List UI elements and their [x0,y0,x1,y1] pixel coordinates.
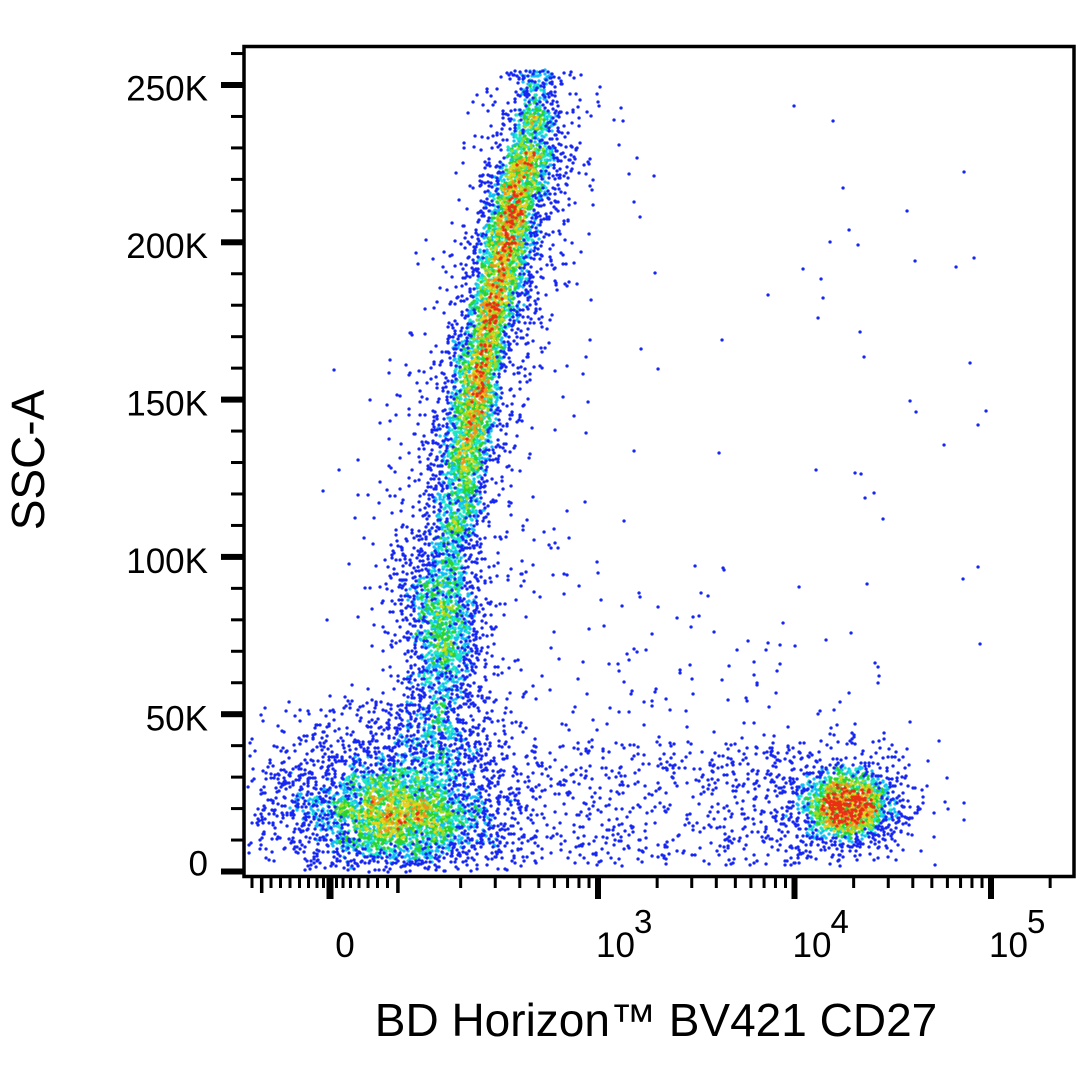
svg-text:100K: 100K [126,542,208,581]
svg-text:SSC-A: SSC-A [2,389,54,530]
svg-text:200K: 200K [126,227,208,266]
svg-text:5: 5 [1027,903,1045,940]
svg-text:0: 0 [189,844,208,883]
svg-text:10: 10 [989,926,1028,965]
svg-text:0: 0 [335,926,354,965]
svg-text:50K: 50K [146,699,208,738]
svg-text:BD Horizon™ BV421 CD27: BD Horizon™ BV421 CD27 [375,994,937,1046]
svg-text:250K: 250K [126,69,208,108]
svg-text:4: 4 [831,903,849,940]
svg-text:3: 3 [634,903,652,940]
svg-text:150K: 150K [126,384,208,423]
svg-text:10: 10 [596,926,635,965]
svg-text:10: 10 [793,926,832,965]
